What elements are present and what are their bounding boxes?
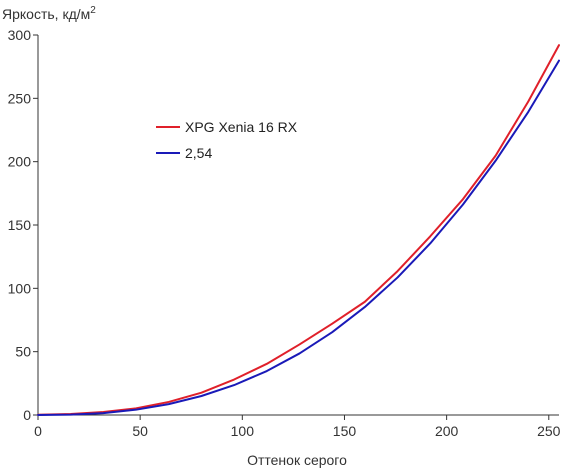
legend-label-2: 2,54 [185,145,212,161]
y-tick-label: 250 [8,90,32,106]
x-tick-label: 100 [231,423,255,439]
series-line-1 [37,44,560,416]
x-tick-label: 50 [132,423,148,439]
x-tick-label: 200 [435,423,459,439]
legend: XPG Xenia 16 RX 2,54 [156,119,298,161]
y-tick-label: 100 [8,280,32,296]
series-line-2 [37,59,560,416]
y-tick-label: 200 [8,154,32,170]
x-tick-label: 250 [537,423,561,439]
series-layer [37,44,560,416]
y-tick-label: 0 [23,407,31,423]
y-axis-title: Яркость, кд/м2 [2,5,96,22]
y-axis-title-superscript: 2 [90,5,96,16]
legend-label-1: XPG Xenia 16 RX [185,119,298,135]
x-axis-title: Оттенок серого [247,452,347,468]
x-tick-label: 0 [34,423,42,439]
y-tick-label: 50 [15,344,31,360]
y-tick-label: 150 [8,217,32,233]
y-tick-label: 300 [8,27,32,43]
x-tick-label: 150 [333,423,357,439]
axes: 0 50 100 150 200 250 300 0 50 100 150 200 250 [8,27,561,439]
